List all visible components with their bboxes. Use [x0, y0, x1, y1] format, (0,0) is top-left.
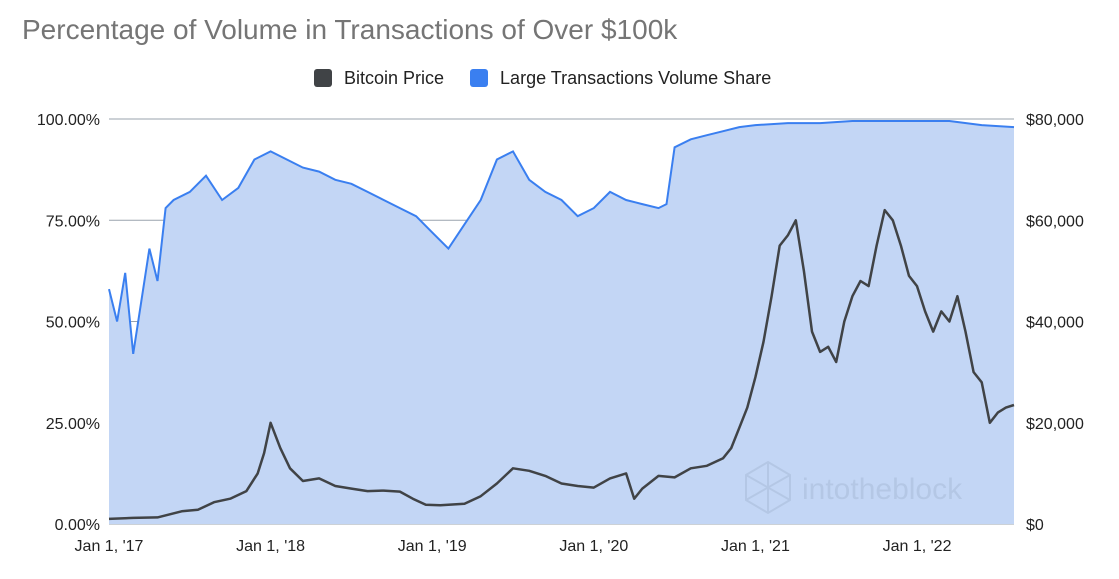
left-tick-label: 50.00% [46, 315, 100, 332]
right-tick-label: $40,000 [1026, 315, 1084, 332]
legend-label-bitcoin-price: Bitcoin Price [344, 67, 445, 88]
bitcoin-price-line [108, 208, 1015, 521]
legend-swatch-bitcoin-price [314, 69, 332, 87]
x-tick-label: Jan 1, '21 [721, 538, 790, 555]
legend-swatch-volume-share [470, 69, 489, 87]
x-tick-label: Jan 1, '18 [236, 538, 305, 555]
legend: Bitcoin Price Large Transactions Volume … [314, 66, 797, 90]
x-tick-label: Jan 1, '17 [75, 538, 144, 555]
intotheblock-wordmark: intotheblock [802, 473, 963, 506]
legend-entry-bitcoin-price[interactable]: Bitcoin Price [314, 68, 444, 89]
right-axis: $0 $20,000 $40,000 $60,000 $80,000 [1026, 112, 1084, 534]
volume-share-line [108, 120, 1015, 355]
left-axis: 0.00% 25.00% 50.00% 75.00% 100.00% [37, 112, 100, 534]
left-tick-label: 0.00% [55, 517, 100, 534]
right-tick-label: $60,000 [1026, 213, 1084, 230]
right-tick-label: $80,000 [1026, 112, 1084, 129]
intotheblock-watermark: intotheblock [745, 460, 963, 515]
x-tick-label: Jan 1, '19 [398, 538, 467, 555]
intotheblock-logo-icon [745, 460, 791, 515]
right-tick-label: $0 [1026, 517, 1044, 534]
legend-label-volume-share: Large Transactions Volume Share [500, 67, 772, 88]
chart-title: Percentage of Volume in Transactions of … [22, 14, 678, 45]
right-tick-label: $20,000 [1026, 416, 1084, 433]
volume-share-area [109, 121, 1014, 524]
x-axis: Jan 1, '17 Jan 1, '18 Jan 1, '19 Jan 1, '20… [75, 538, 952, 555]
x-tick-label: Jan 1, '20 [559, 538, 628, 555]
left-tick-label: 75.00% [46, 213, 100, 230]
left-tick-label: 25.00% [46, 416, 100, 433]
x-tick-label: Jan 1, '22 [883, 538, 952, 555]
legend-entry-volume-share[interactable]: Large Transactions Volume Share [470, 68, 771, 89]
left-tick-label: 100.00% [37, 112, 100, 129]
